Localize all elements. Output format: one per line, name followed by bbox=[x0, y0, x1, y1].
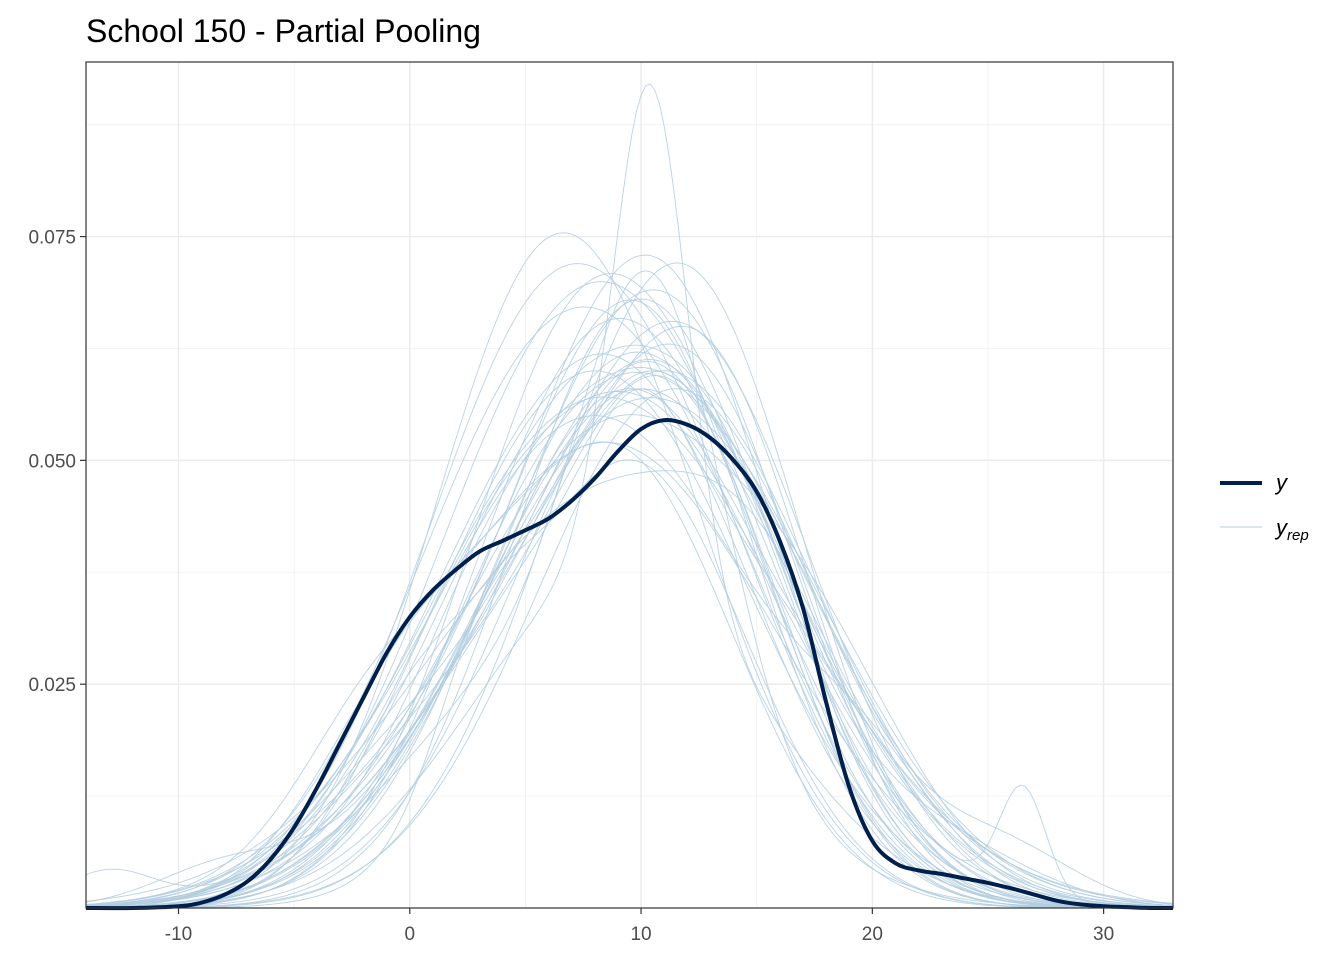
yrep-curve bbox=[85, 414, 1174, 908]
major-gridlines bbox=[86, 62, 1173, 908]
x-tick-label: 20 bbox=[862, 924, 883, 945]
x-tick-label: 0 bbox=[404, 924, 415, 945]
y-tick-label: 0.050 bbox=[28, 451, 76, 472]
yrep-curve bbox=[86, 370, 1173, 909]
yrep-curve bbox=[85, 298, 1174, 909]
y-curve-layer bbox=[85, 417, 1174, 911]
yrep-curve bbox=[86, 390, 1174, 909]
x-axis: -10 0 10 20 30 bbox=[165, 908, 1114, 945]
legend: y yrep bbox=[1220, 470, 1309, 544]
yrep-curve bbox=[86, 388, 1174, 909]
legend-label-yrep: yrep bbox=[1274, 515, 1309, 544]
yrep-curve bbox=[85, 397, 1174, 908]
legend-label-y: y bbox=[1274, 470, 1289, 495]
y-density-curve bbox=[85, 417, 1174, 911]
x-tick-label: 30 bbox=[1093, 924, 1114, 945]
yrep-curve bbox=[85, 441, 1174, 908]
yrep-curve bbox=[85, 396, 1173, 909]
yrep-curve bbox=[86, 371, 1174, 909]
yrep-curve bbox=[85, 367, 1174, 908]
chart-title: School 150 - Partial Pooling bbox=[86, 13, 481, 49]
legend-label-yrep-main: y bbox=[1274, 515, 1289, 540]
x-tick-label: 10 bbox=[630, 924, 651, 945]
yrep-curve bbox=[86, 325, 1173, 909]
x-tick-label: -10 bbox=[165, 924, 192, 945]
yrep-curve bbox=[86, 459, 1173, 909]
yrep-curve bbox=[86, 273, 1174, 909]
yrep-curve bbox=[85, 441, 1173, 909]
y-tick-label: 0.025 bbox=[28, 675, 76, 696]
legend-label-yrep-sub: rep bbox=[1287, 527, 1309, 544]
yrep-curve bbox=[86, 388, 1174, 909]
yrep-curve bbox=[86, 262, 1173, 909]
panel-border bbox=[85, 61, 1174, 909]
y-axis: 0.025 0.050 0.075 bbox=[28, 228, 86, 696]
yrep-curves bbox=[85, 83, 1174, 909]
yrep-curve bbox=[85, 263, 1173, 909]
y-tick-label: 0.075 bbox=[28, 228, 76, 249]
minor-gridlines bbox=[86, 62, 1173, 908]
